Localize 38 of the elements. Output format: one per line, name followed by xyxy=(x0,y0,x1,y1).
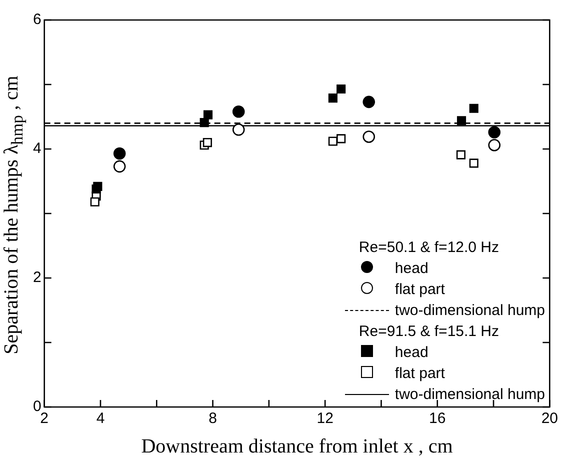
point xyxy=(113,160,126,173)
point xyxy=(93,182,102,191)
point xyxy=(469,158,478,168)
point xyxy=(469,104,478,113)
y-tick-label: 2 xyxy=(33,269,42,286)
point xyxy=(362,130,376,143)
y-tick-label: 4 xyxy=(33,140,42,158)
legend-label: flat part xyxy=(394,280,445,300)
point xyxy=(113,147,126,160)
legend-label: head xyxy=(394,259,428,279)
point xyxy=(456,150,466,160)
x-tick-label: 8 xyxy=(208,410,217,428)
point xyxy=(232,105,245,118)
x-tick-label: 16 xyxy=(429,410,446,428)
y-tick-label: 6 xyxy=(33,11,42,28)
x-tick-label: 12 xyxy=(316,410,334,428)
x-tick-label: 4 xyxy=(96,410,105,428)
legend-label: flat part xyxy=(394,364,445,384)
point xyxy=(328,136,338,146)
point xyxy=(362,96,376,108)
annotation: Re=50.1 & f=12.0 Hz xyxy=(358,238,500,258)
legend-label: two-dimensional hump xyxy=(394,385,545,405)
y-tick-label: 0 xyxy=(33,398,42,416)
point xyxy=(336,134,346,144)
point xyxy=(203,110,213,120)
point xyxy=(90,197,100,206)
annotation: Re=91.5 & f=15.1 Hz xyxy=(358,322,500,342)
legend-label: two-dimensional hump xyxy=(394,301,545,321)
point xyxy=(202,138,212,148)
point xyxy=(328,94,338,103)
x-tick-label: 20 xyxy=(541,410,558,428)
point xyxy=(488,138,501,152)
legend-label: head xyxy=(394,343,428,363)
point xyxy=(232,124,245,136)
point xyxy=(488,126,501,138)
point xyxy=(336,84,346,94)
x-axis-title: Downstream distance from inlet x , cm xyxy=(141,435,454,458)
point xyxy=(456,116,466,126)
